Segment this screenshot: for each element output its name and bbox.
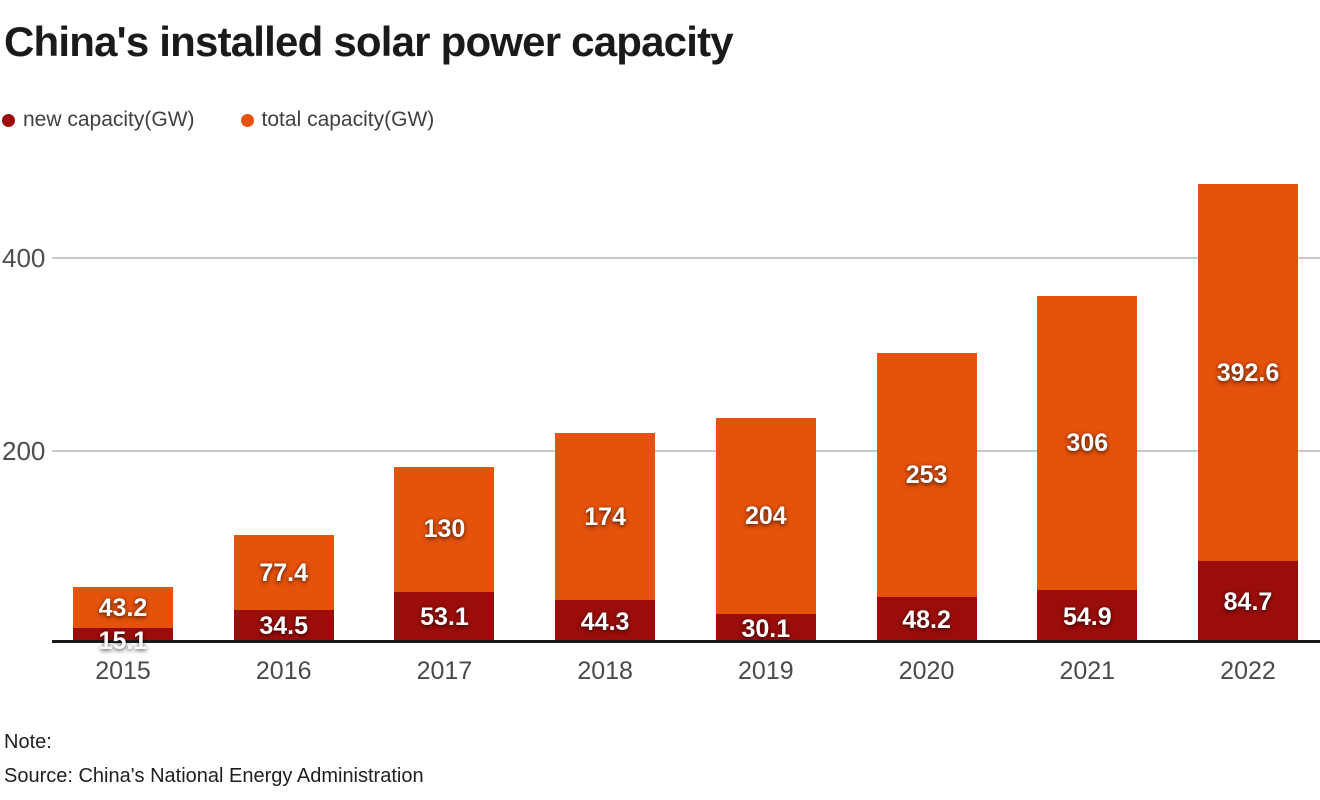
x-axis-label-2019: 2019 [738, 657, 794, 685]
bar-value-total-2015: 43.2 [98, 593, 148, 622]
legend: new capacity(GW) total capacity(GW) [2, 108, 480, 132]
x-axis-label-2017: 2017 [416, 657, 473, 685]
gridline-400 [52, 257, 1320, 259]
bar-value-new-2019: 30.1 [741, 614, 791, 643]
bar-value-new-2020: 48.2 [902, 605, 951, 634]
chart-title: China's installed solar power capacity [4, 18, 734, 65]
bar-value-new-2016: 34.5 [259, 612, 309, 641]
bar-segment-new-2016 [233, 609, 334, 643]
bar-value-total-2018: 174 [584, 502, 626, 531]
bar-segment-new-2021 [1037, 590, 1138, 643]
bar-value-total-2021: 306 [1066, 428, 1109, 457]
bar-segment-new-2018 [555, 600, 656, 643]
x-axis-label-2018: 2018 [577, 657, 633, 685]
bar-value-new-2015: 15.1 [98, 627, 148, 656]
bar-segment-new-2022 [1197, 561, 1298, 643]
x-axis-label-2020: 2020 [898, 657, 955, 685]
y-axis-label-400: 400 [2, 243, 46, 273]
bar-segment-total-2016 [233, 535, 334, 610]
bar-segment-total-2015 [73, 586, 173, 629]
bar-segment-total-2019 [715, 417, 816, 615]
legend-item-new-capacity: new capacity(GW) [2, 108, 195, 132]
note-label: Note: [4, 731, 52, 753]
bar-segment-total-2018 [555, 432, 656, 601]
x-axis-label-2015: 2015 [95, 657, 151, 685]
y-axis-label-200: 200 [2, 435, 46, 466]
legend-label-total-capacity: total capacity(GW) [261, 108, 435, 131]
bar-value-total-2019: 204 [744, 501, 787, 530]
bar-segment-new-2015 [73, 628, 173, 643]
legend-label-new-capacity: new capacity(GW) [23, 108, 195, 131]
bar-value-new-2021: 54.9 [1062, 602, 1112, 631]
legend-dot-total-capacity-icon [240, 113, 254, 127]
bar-value-total-2016: 77.4 [259, 558, 309, 587]
bar-value-new-2017: 53.1 [420, 603, 469, 632]
x-axis-label-2016: 2016 [255, 657, 312, 685]
x-axis-label-2022: 2022 [1220, 657, 1276, 685]
legend-item-total-capacity: total capacity(GW) [240, 108, 435, 132]
bar-value-total-2022: 392.6 [1216, 358, 1280, 387]
bar-segment-total-2022 [1197, 183, 1298, 562]
bar-segment-new-2019 [715, 614, 816, 643]
bar-value-new-2018: 44.3 [580, 607, 630, 636]
legend-dot-new-capacity-icon [2, 113, 15, 127]
bar-segment-total-2020 [876, 353, 977, 597]
bar-value-total-2017: 130 [423, 515, 466, 544]
bar-value-total-2020: 253 [905, 460, 948, 489]
gridline-200 [52, 449, 1320, 452]
x-axis-label-2021: 2021 [1059, 657, 1116, 685]
bar-segment-new-2017 [394, 591, 495, 643]
bar-segment-total-2017 [394, 466, 495, 592]
bar-value-new-2022: 84.7 [1223, 588, 1273, 617]
bar-segment-new-2020 [876, 596, 977, 643]
bar-segment-total-2021 [1037, 295, 1138, 591]
source-line: Source: China's National Energy Administ… [4, 765, 424, 787]
x-axis-line [52, 640, 1320, 643]
